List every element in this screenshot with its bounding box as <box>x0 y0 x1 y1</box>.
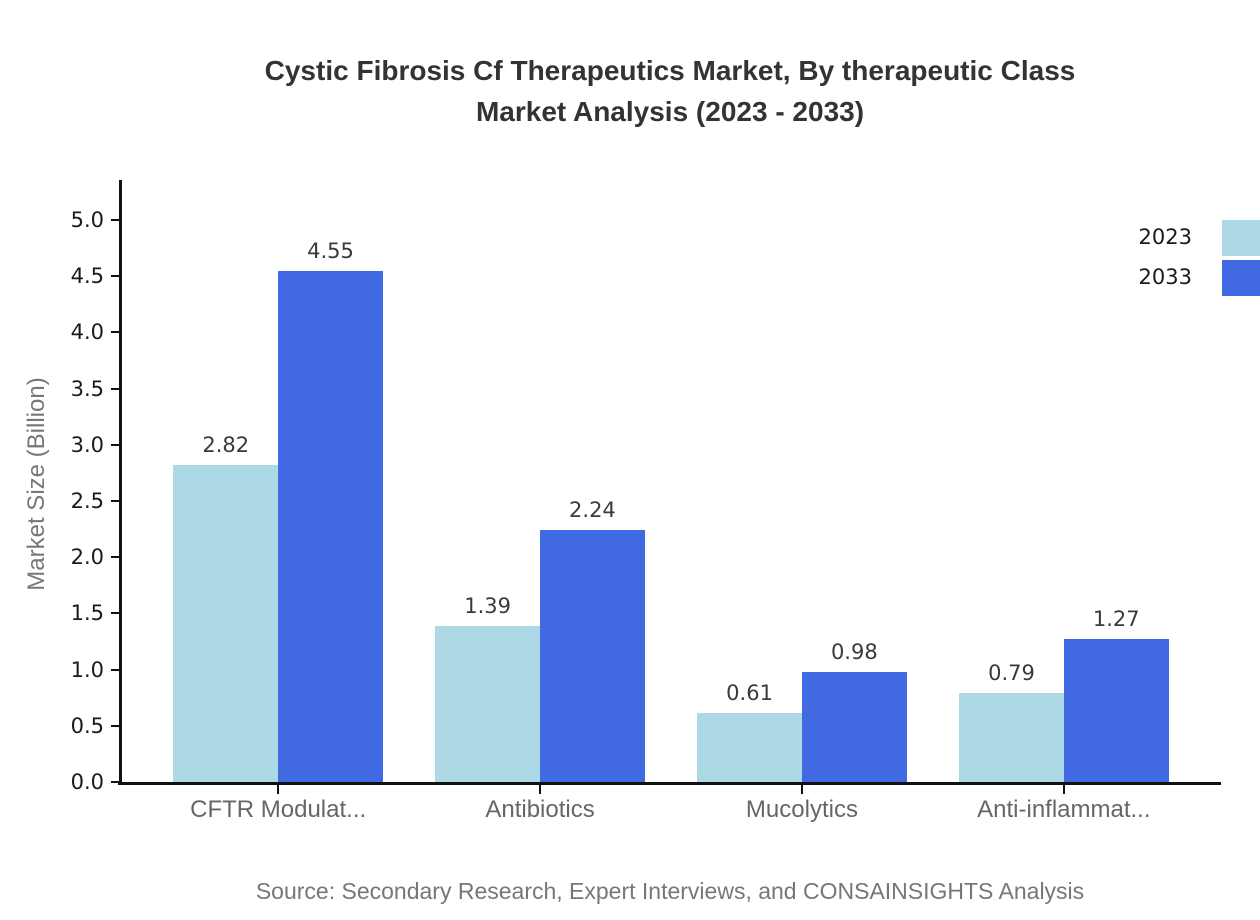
bar-2023 <box>697 713 802 782</box>
y-tick-mark <box>111 275 121 278</box>
y-tick-mark <box>111 612 121 615</box>
bar-value-label: 1.39 <box>464 593 512 618</box>
chart-title-line2: Market Analysis (2023 - 2033) <box>475 96 865 127</box>
bar-value-label: 0.61 <box>726 681 773 706</box>
y-tick-label: 4.5 <box>70 264 104 289</box>
x-tick-mark <box>1062 785 1065 794</box>
y-tick-label: 2.5 <box>70 489 104 513</box>
chart-title-line1: Cystic Fibrosis Cf Therapeutics Market, … <box>264 55 1076 86</box>
y-tick-mark <box>111 724 121 727</box>
y-tick-label: 0.5 <box>70 713 104 738</box>
x-axis-line <box>118 782 1221 785</box>
chart-title: Cystic Fibrosis Cf Therapeutics Market, … <box>80 50 1260 132</box>
y-tick-label: 0.0 <box>70 770 104 794</box>
bar-2033 <box>1063 639 1169 782</box>
y-tick-label: 2.0 <box>70 545 104 570</box>
x-tick-mark <box>800 785 803 794</box>
y-tick-label: 4.0 <box>70 320 104 345</box>
legend-swatch <box>1222 260 1260 296</box>
x-tick-mark <box>277 785 280 794</box>
bar-2033 <box>540 530 645 782</box>
y-axis-line <box>119 180 122 785</box>
legend-swatch <box>1222 220 1260 256</box>
y-tick-mark <box>111 781 121 783</box>
y-tick-label: 3.5 <box>70 376 104 401</box>
y-tick-mark <box>111 668 121 671</box>
x-tick-mark <box>539 785 542 794</box>
bar-value-label: 4.55 <box>307 238 354 263</box>
y-tick-label: 5.0 <box>70 208 104 232</box>
y-tick-label: 1.5 <box>70 601 104 626</box>
y-tick-mark <box>111 500 121 502</box>
y-tick-mark <box>111 219 121 221</box>
y-tick-mark <box>111 556 121 559</box>
legend-label: 2033 <box>1138 265 1192 289</box>
category-label: Mucolytics <box>745 796 858 823</box>
bar-value-label: 0.79 <box>988 661 1035 686</box>
bar-value-label: 2.24 <box>569 498 616 523</box>
bar-2023 <box>173 465 279 782</box>
category-label: Anti-inflammat... <box>977 796 1151 823</box>
y-tick-mark <box>111 331 121 334</box>
y-tick-label: 3.0 <box>70 432 104 457</box>
bar-2033 <box>278 270 383 782</box>
source-note: Source: Secondary Research, Expert Inter… <box>255 878 1085 904</box>
y-tick-mark <box>111 387 121 390</box>
y-tick-mark <box>111 443 121 446</box>
legend-label: 2023 <box>1138 225 1192 249</box>
y-tick-label: 1.0 <box>70 657 104 682</box>
bar-value-label: 1.27 <box>1092 607 1140 632</box>
bar-2023 <box>435 625 541 782</box>
bar-2023 <box>959 693 1064 782</box>
bar-2033 <box>801 671 907 782</box>
category-label: CFTR Modulat... <box>190 796 367 823</box>
category-label: Antibiotics <box>485 796 595 823</box>
bar-value-label: 2.82 <box>202 433 250 458</box>
bar-value-label: 0.98 <box>830 639 878 664</box>
